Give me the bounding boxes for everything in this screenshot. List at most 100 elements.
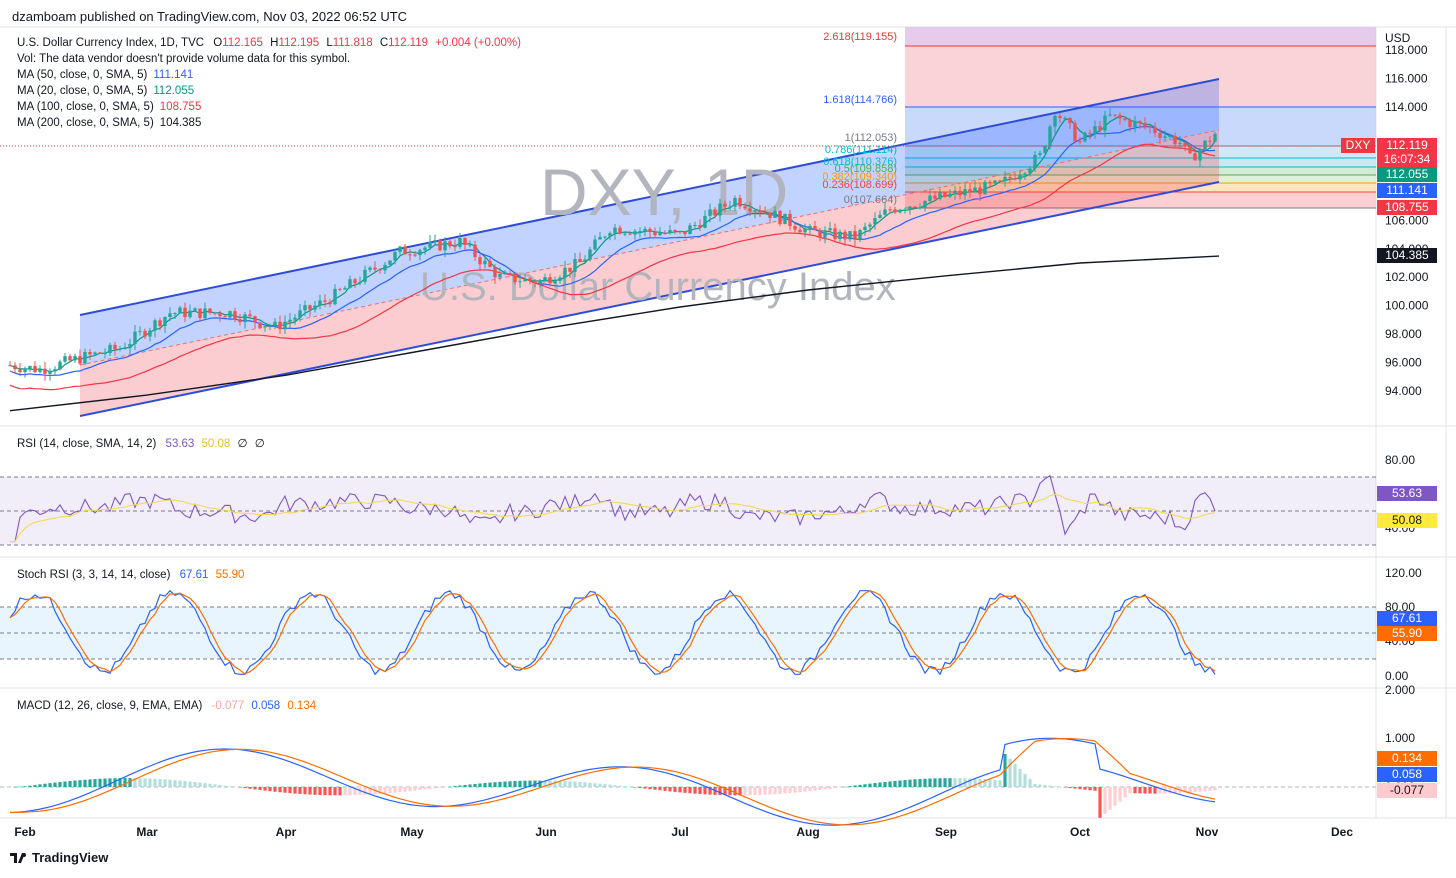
candle-body: [1113, 114, 1117, 116]
candle-body: [808, 226, 812, 229]
macd-histogram-bar: [558, 780, 562, 787]
macd-histogram-bar: [973, 778, 977, 787]
fib-retracement[interactable]: [905, 27, 1376, 209]
ma200-legend[interactable]: MA (200, close, 0, SMA, 5) 104.385: [17, 115, 521, 131]
watermark-name: U.S. Dollar Currency Index: [420, 265, 896, 309]
candle-body: [558, 277, 562, 281]
price-tick: 106.000: [1385, 213, 1429, 227]
ma20-legend[interactable]: MA (20, close, 0, SMA, 5) 112.055: [17, 83, 521, 99]
macd-histogram-bar: [1098, 787, 1102, 818]
macd-histogram-bar: [318, 787, 322, 795]
macd-histogram-bar: [718, 787, 722, 796]
candle-body: [768, 212, 772, 218]
macd-histogram-bar: [83, 779, 87, 787]
macd-histogram-bar: [1173, 787, 1177, 794]
tradingview-logo[interactable]: TradingView: [10, 850, 108, 865]
candle-body: [1108, 114, 1112, 116]
candle-body: [838, 231, 842, 240]
time-axis-label: Jun: [535, 825, 556, 839]
macd-histogram-bar: [943, 778, 947, 787]
fib-level-label: 0.382(109.340): [822, 171, 897, 183]
candle-body: [233, 311, 237, 320]
candle-body: [853, 231, 857, 240]
macd-legend[interactable]: MACD (12, 26, close, 9, EMA, EMA) -0.077…: [17, 698, 316, 714]
macd-histogram-bar: [958, 778, 962, 787]
candle-body: [788, 213, 792, 227]
candle-body: [628, 233, 632, 235]
macd-histogram-bar: [538, 780, 542, 787]
macd-histogram-bar: [228, 786, 232, 787]
macd-histogram-bar: [998, 780, 1002, 787]
candle-body: [88, 351, 92, 355]
ma100-line[interactable]: [9, 143, 1216, 391]
candle-body: [973, 187, 977, 193]
candle-body: [363, 269, 367, 282]
macd-histogram-bar: [223, 785, 227, 787]
candle-body: [168, 313, 172, 318]
macd-histogram-bar: [788, 787, 792, 794]
macd-histogram-bar: [893, 780, 897, 787]
ma200-line[interactable]: [9, 255, 1220, 412]
candle-body: [733, 197, 737, 207]
macd-histogram-bar: [898, 780, 902, 787]
candle-body: [748, 208, 752, 212]
macd-histogram-bar: [1028, 778, 1032, 787]
candle-body: [508, 273, 512, 275]
rsi-ma-value: 50.08: [201, 438, 231, 450]
candle-body: [1023, 173, 1027, 176]
stoch-legend[interactable]: Stoch RSI (3, 3, 14, 14, close) 67.61 55…: [17, 567, 244, 583]
macd-histogram-bar: [1058, 786, 1062, 788]
rsi-pane[interactable]: [0, 474, 1376, 546]
time-axis-label: Nov: [1196, 825, 1219, 839]
time-axis-label: Jul: [671, 825, 688, 839]
candle-body: [458, 237, 462, 247]
time-axis-label: Aug: [796, 825, 819, 839]
macd-hist-value: -0.077: [211, 700, 245, 712]
macd-histogram-bar: [468, 784, 472, 787]
macd-histogram-bar: [258, 787, 262, 791]
candle-body: [1178, 142, 1182, 145]
price-tick: 118.000: [1385, 43, 1428, 57]
macd-histogram-bar: [543, 780, 547, 787]
macd-histogram-bar: [768, 787, 772, 795]
macd-histogram-bar: [588, 782, 592, 787]
candle-body: [1103, 115, 1107, 131]
rsi-legend[interactable]: RSI (14, close, SMA, 14, 2) 53.63 50.08 …: [17, 436, 265, 452]
macd-pane[interactable]: [0, 737, 1376, 826]
macd-histogram-bar: [1033, 783, 1037, 787]
macd-histogram-bar: [123, 778, 127, 787]
macd-histogram-bar: [843, 786, 847, 788]
stoch-rsi-pane[interactable]: [0, 589, 1376, 676]
macd-histogram-bar: [108, 778, 112, 787]
candle-body: [143, 330, 147, 337]
macd-histogram-bar: [78, 780, 82, 787]
candle-body: [428, 241, 432, 248]
ma100-legend[interactable]: MA (100, close, 0, SMA, 5) 108.755: [17, 99, 521, 115]
macd-histogram-bar: [593, 783, 597, 787]
macd-histogram-bar: [1143, 787, 1147, 794]
candle-body: [308, 305, 312, 310]
candle-body: [313, 305, 317, 310]
candle-body: [378, 269, 382, 271]
dxy-symbol-tag: DXY: [1341, 138, 1375, 153]
ma50-line[interactable]: [9, 125, 1216, 377]
candle-body: [953, 190, 957, 194]
macd-histogram-bar: [863, 784, 867, 787]
ma50-legend[interactable]: MA (50, close, 0, SMA, 5) 111.141: [17, 67, 521, 83]
candle-body: [228, 311, 232, 318]
candle-body: [263, 326, 267, 328]
time-axis-label: Apr: [276, 825, 297, 839]
candle-body: [218, 312, 222, 317]
macd-histogram-bar: [288, 787, 292, 794]
candle-body: [1183, 142, 1187, 146]
candle-body: [908, 206, 912, 210]
candle-body: [73, 356, 77, 361]
candle-body: [163, 317, 167, 327]
macd-histogram-bar: [738, 787, 742, 796]
macd-histogram-bar: [1018, 768, 1022, 787]
price-tick: 100.000: [1385, 299, 1429, 313]
candle-body: [943, 192, 947, 197]
candle-body: [693, 224, 697, 226]
macd-histogram-bar: [1078, 787, 1082, 790]
